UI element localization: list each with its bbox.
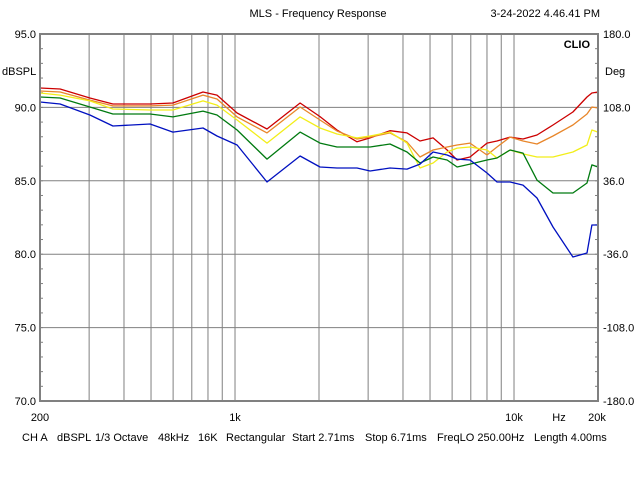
footer-item: dBSPL: [57, 432, 91, 444]
y2-tick-label: 108.0: [603, 102, 631, 114]
footer-item: Stop 6.71ms: [365, 432, 427, 444]
footer-item: FreqLO 250.00Hz: [437, 432, 524, 444]
y2-tick-label: -180.0: [603, 396, 634, 408]
y-tick-label: 70.0: [15, 396, 36, 408]
timestamp: 3-24-2022 4.46.41 PM: [491, 8, 600, 20]
series-line-blue: [39, 101, 598, 258]
y-tick-label: 95.0: [15, 29, 36, 41]
grid: [40, 33, 598, 402]
y2-tick-label: 180.0: [603, 29, 631, 41]
footer-item: Start 2.71ms: [292, 432, 355, 444]
footer-item: 16K: [198, 432, 218, 444]
x-tick-labels: 200 1k 10k 20k: [31, 412, 607, 424]
series-line-yellow: [39, 92, 599, 169]
y2-tick-label: 36.0: [603, 176, 624, 188]
chart-title: MLS - Frequency Response: [250, 8, 387, 20]
y-axis-label: dBSPL: [2, 66, 36, 78]
series-line-green: [39, 96, 599, 194]
x-unit-label: Hz: [552, 412, 565, 424]
footer-item: 48kHz: [158, 432, 189, 444]
y-tick-label: 75.0: [15, 323, 36, 335]
y-tick-label: 85.0: [15, 176, 36, 188]
x-tick-label: 20k: [588, 412, 606, 424]
clio-logo: CLIO: [564, 39, 591, 51]
y2-tick-labels: 180.0 108.0 36.0 -36.0 -108.0 -180.0: [603, 29, 634, 408]
footer-item: Length 4.00ms: [534, 432, 607, 444]
y2-tick-label: -108.0: [603, 323, 634, 335]
x-tick-label: 10k: [505, 412, 523, 424]
x-tick-label: 1k: [229, 412, 241, 424]
y-tick-labels: 95.0 90.0 85.0 80.0 75.0 70.0: [15, 29, 36, 408]
footer-settings: CH A dBSPL 1/3 Octave 48kHz 16K Rectangular St…: [22, 432, 607, 444]
plot-border: [39, 33, 599, 402]
series-line-red: [39, 87, 599, 161]
footer-item: 1/3 Octave: [95, 432, 148, 444]
y-tick-label: 90.0: [15, 102, 36, 114]
footer-item: Rectangular: [226, 432, 286, 444]
x-tick-label: 200: [31, 412, 49, 424]
footer-item: CH A: [22, 432, 48, 444]
curves: [39, 87, 599, 258]
y-tick-label: 80.0: [15, 249, 36, 261]
y2-tick-label: -36.0: [603, 249, 628, 261]
y2-axis-label: Deg: [605, 66, 625, 78]
